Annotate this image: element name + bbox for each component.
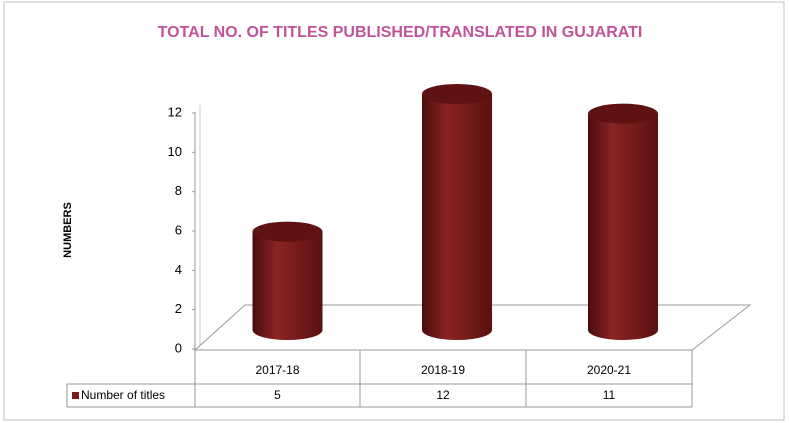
cylinder (422, 94, 492, 340)
table-value: 11 (603, 388, 616, 402)
x-tick-label: 2017-18 (255, 363, 299, 377)
x-tick-label: 2020-21 (587, 363, 631, 377)
cylinder-top (252, 221, 323, 242)
data-table (66, 350, 693, 408)
x-tick-label: 2018-19 (421, 363, 465, 377)
y-tick-label: 0 (175, 340, 182, 355)
y-tick-label: 4 (175, 262, 182, 277)
chart-title: TOTAL NO. OF TITLES PUBLISHED/TRANSLATED… (158, 24, 643, 41)
table-value: 12 (436, 388, 450, 402)
y-tick-label: 8 (175, 183, 182, 198)
y-tick-label: 10 (168, 144, 182, 159)
y-tick-label: 12 (168, 104, 182, 119)
y-axis-label: NUMBERS (62, 202, 74, 258)
chart-border (3, 1, 785, 421)
cylinder-top (588, 103, 658, 124)
y-tick-label: 6 (175, 222, 182, 237)
cylinder (588, 113, 658, 341)
table-value: 5 (274, 388, 281, 402)
legend-swatch (72, 392, 79, 399)
cylinder-top (422, 84, 492, 104)
legend-label: Number of titles (81, 388, 165, 402)
cylinder (252, 231, 323, 340)
y-tick-label: 2 (175, 301, 182, 316)
